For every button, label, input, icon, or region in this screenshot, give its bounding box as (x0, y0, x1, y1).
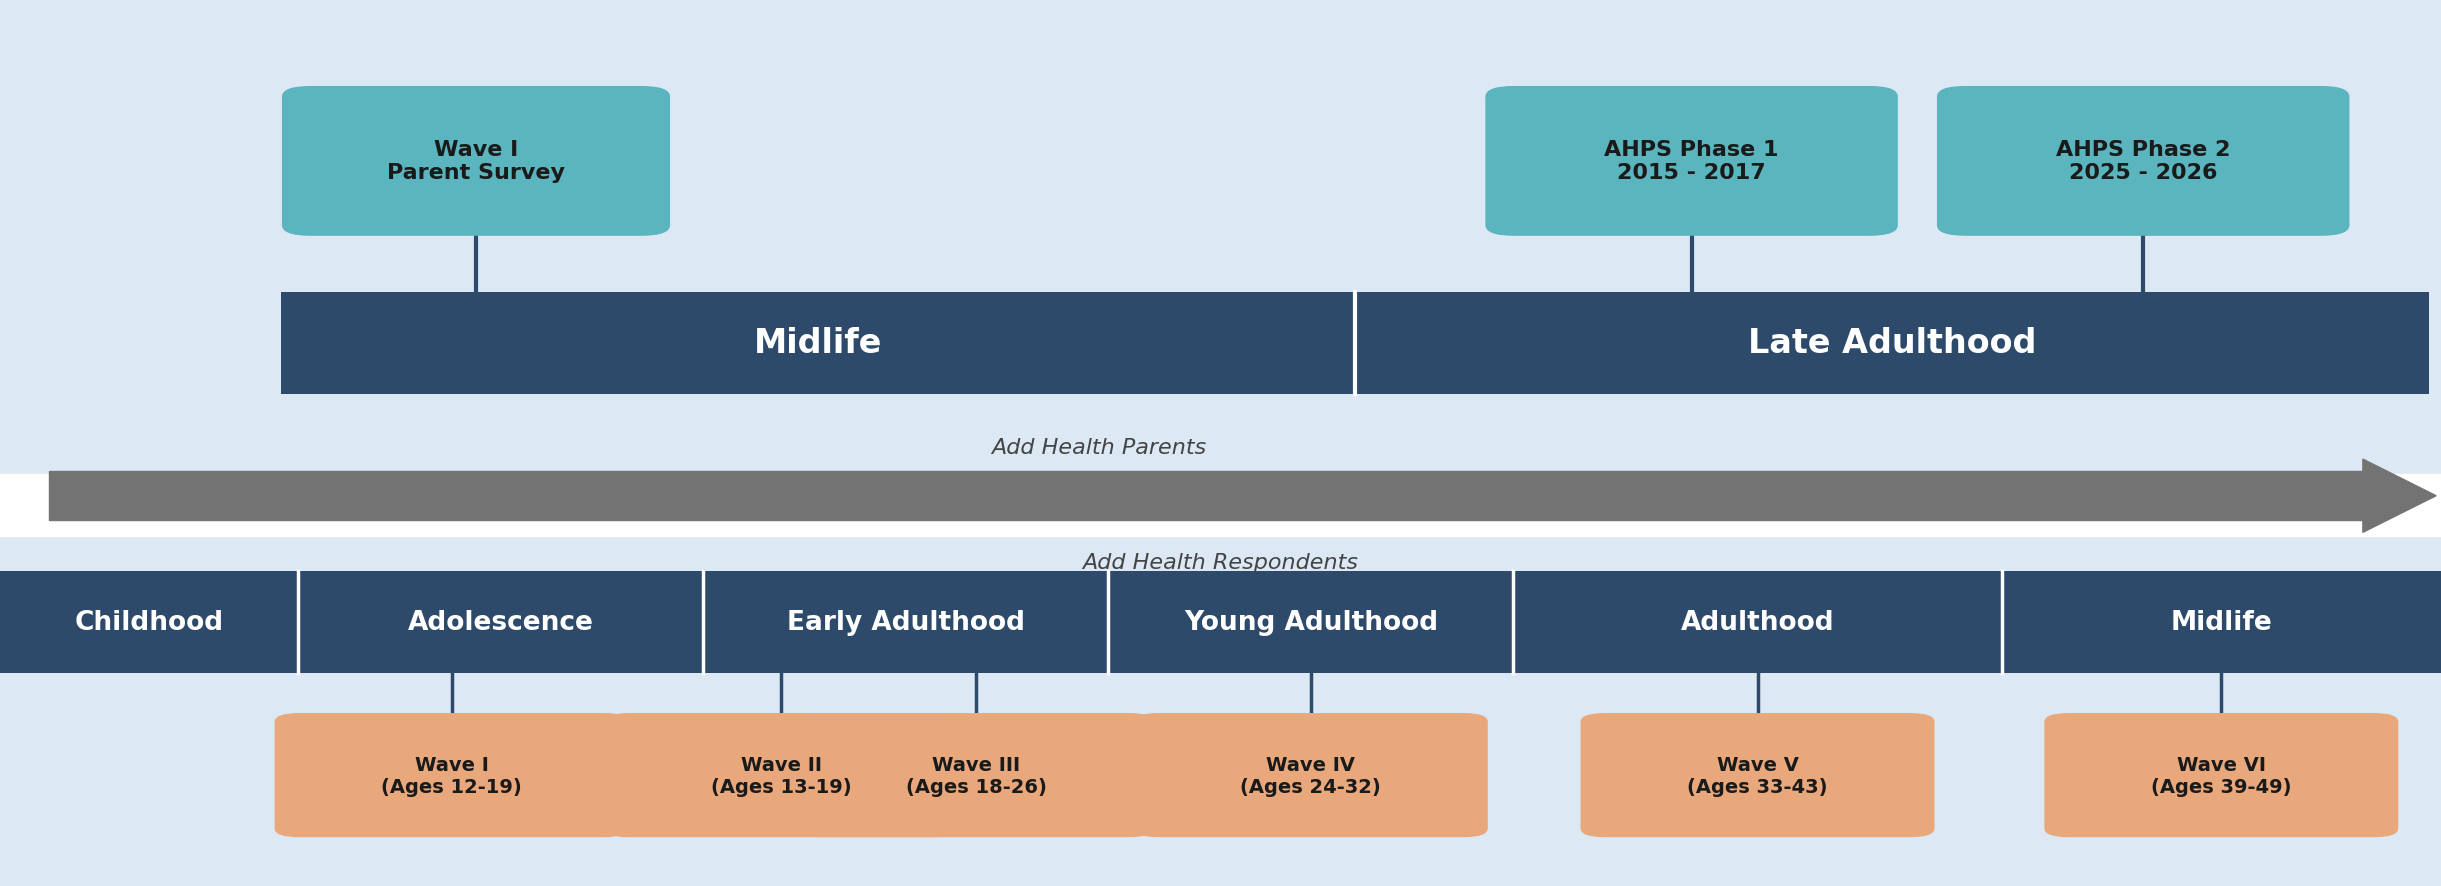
Text: Adulthood: Adulthood (1682, 610, 1833, 635)
Text: AHPS Phase 2
2025 - 2026: AHPS Phase 2 2025 - 2026 (2055, 140, 2231, 183)
FancyBboxPatch shape (1135, 713, 1489, 837)
FancyBboxPatch shape (1108, 571, 1513, 673)
FancyBboxPatch shape (0, 571, 298, 673)
Text: Add Health Parents: Add Health Parents (991, 438, 1206, 457)
Text: Wave VI
(Ages 39-49): Wave VI (Ages 39-49) (2151, 755, 2292, 796)
Bar (0, 474, 2441, 536)
Polygon shape (2363, 460, 2436, 532)
Text: Late Adulthood: Late Adulthood (1748, 327, 2036, 360)
Text: Midlife: Midlife (2170, 610, 2273, 635)
Text: Adolescence: Adolescence (408, 610, 593, 635)
Text: Add Health Respondents: Add Health Respondents (1081, 553, 1360, 572)
FancyBboxPatch shape (703, 571, 1108, 673)
FancyBboxPatch shape (1484, 87, 1897, 237)
Text: AHPS Phase 1
2015 - 2017: AHPS Phase 1 2015 - 2017 (1604, 140, 1779, 183)
Text: Childhood: Childhood (73, 610, 225, 635)
FancyBboxPatch shape (1938, 87, 2348, 237)
FancyBboxPatch shape (801, 713, 1155, 837)
Text: Early Adulthood: Early Adulthood (786, 610, 1025, 635)
FancyBboxPatch shape (298, 571, 703, 673)
FancyBboxPatch shape (281, 87, 669, 237)
Text: Wave I
(Ages 12-19): Wave I (Ages 12-19) (381, 755, 522, 796)
FancyBboxPatch shape (1355, 292, 2429, 394)
Text: Wave IV
(Ages 24-32): Wave IV (Ages 24-32) (1240, 755, 1382, 796)
Text: Young Adulthood: Young Adulthood (1184, 610, 1438, 635)
Text: Wave III
(Ages 18-26): Wave III (Ages 18-26) (906, 755, 1047, 796)
FancyBboxPatch shape (1513, 571, 2002, 673)
FancyBboxPatch shape (273, 713, 630, 837)
FancyBboxPatch shape (1582, 713, 1936, 837)
Text: Wave II
(Ages 13-19): Wave II (Ages 13-19) (710, 755, 852, 796)
FancyBboxPatch shape (2002, 571, 2441, 673)
Text: Midlife: Midlife (754, 327, 881, 360)
Text: Wave I
Parent Survey: Wave I Parent Survey (388, 140, 564, 183)
FancyBboxPatch shape (2046, 713, 2400, 837)
Bar (49, 471, 2363, 521)
FancyBboxPatch shape (605, 713, 957, 837)
Text: Wave V
(Ages 33-43): Wave V (Ages 33-43) (1687, 755, 1828, 796)
FancyBboxPatch shape (281, 292, 1355, 394)
